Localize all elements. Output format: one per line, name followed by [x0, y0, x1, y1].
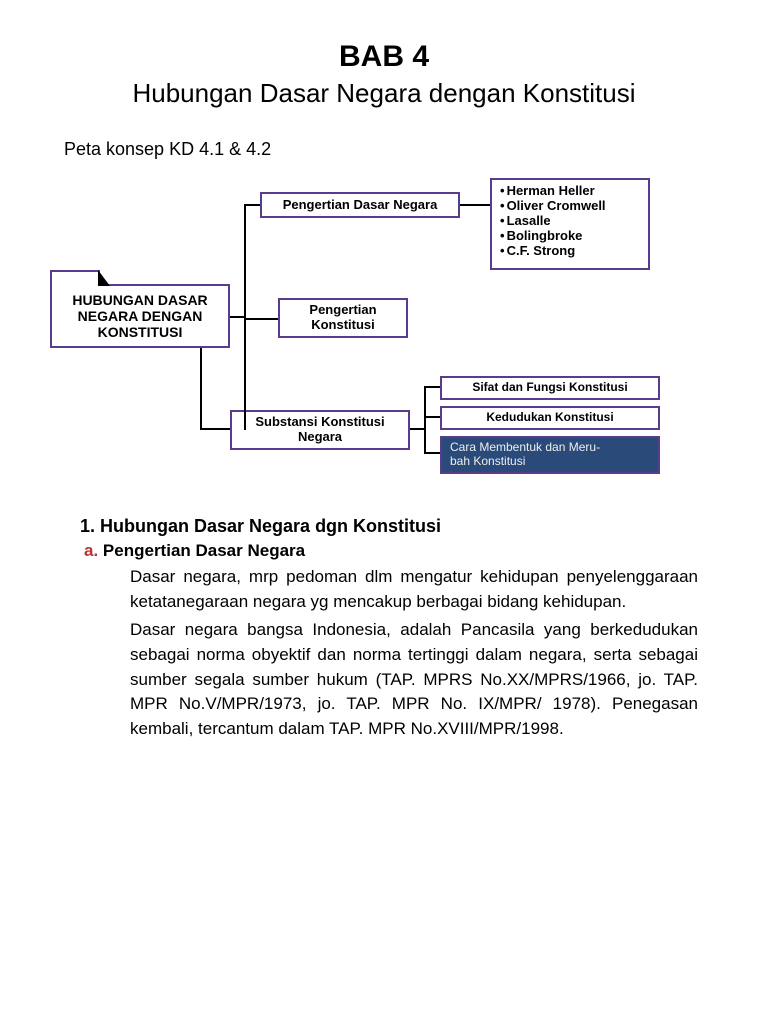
- sub-kedudukan: Kedudukan Konstitusi: [440, 406, 660, 430]
- main-node: HUBUNGAN DASAR NEGARA DENGAN KONSTITUSI: [50, 284, 230, 348]
- sub-cara-membentuk: Cara Membentuk dan Meru-bah Konstitusi: [440, 436, 660, 474]
- branch1-authors-list: Herman Heller Oliver Cromwell Lasalle Bo…: [490, 178, 650, 270]
- chapter-number: BAB 4: [60, 40, 708, 74]
- main-node-label: HUBUNGAN DASAR NEGARA DENGAN KONSTITUSI: [58, 292, 222, 340]
- author-item: Bolingbroke: [500, 229, 582, 244]
- author-item: C.F. Strong: [500, 244, 575, 259]
- paragraph-1: Dasar negara, mrp pedoman dlm mengatur k…: [130, 565, 698, 614]
- concept-map-diagram: HUBUNGAN DASAR NEGARA DENGAN KONSTITUSI …: [50, 178, 690, 498]
- branch-substansi: Substansi Konstitusi Negara: [230, 410, 410, 450]
- concept-map-label: Peta konsep KD 4.1 & 4.2: [64, 139, 708, 160]
- author-item: Lasalle: [500, 214, 551, 229]
- branch-pengertian-konstitusi: Pengertian Konstitusi: [278, 298, 408, 338]
- author-item: Herman Heller: [500, 184, 595, 199]
- branch-pengertian-dasar-negara: Pengertian Dasar Negara: [260, 192, 460, 218]
- section-heading-1: 1. Hubungan Dasar Negara dgn Konstitusi: [80, 516, 708, 537]
- paragraph-2: Dasar negara bangsa Indonesia, adalah Pa…: [130, 618, 698, 741]
- author-item: Oliver Cromwell: [500, 199, 606, 214]
- sub-sifat-fungsi: Sifat dan Fungsi Konstitusi: [440, 376, 660, 400]
- chapter-title: Hubungan Dasar Negara dengan Konstitusi: [60, 78, 708, 109]
- section-heading-2: a. Pengertian Dasar Negara: [84, 541, 708, 561]
